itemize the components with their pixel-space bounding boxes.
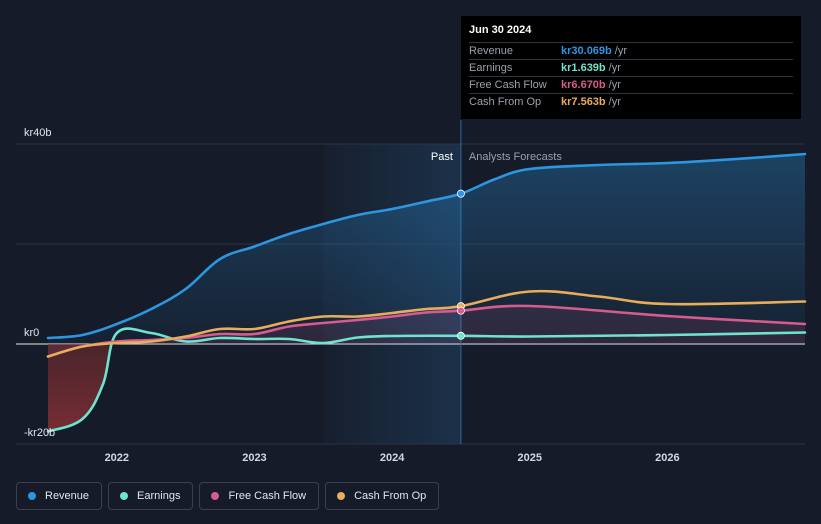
tooltip-value: kr30.069b xyxy=(561,45,612,57)
legend-item-earnings[interactable]: Earnings xyxy=(108,482,194,510)
tooltip-row-revenue: Revenue kr30.069b /yr xyxy=(469,42,793,59)
legend-item-free-cash-flow[interactable]: Free Cash Flow xyxy=(199,482,320,510)
tooltip-unit: /yr xyxy=(614,45,627,57)
tooltip-row-earnings: Earnings kr1.639b /yr xyxy=(469,59,793,76)
revenue-point xyxy=(456,189,465,198)
cash-from-op-line xyxy=(46,289,807,358)
x-axis-tick-label: 2024 xyxy=(380,452,405,464)
tooltip-panel: Jun 30 2024 Revenue kr30.069b /yr Earnin… xyxy=(461,16,801,119)
legend-dot-icon xyxy=(120,492,129,500)
forecast-label: Analysts Forecasts xyxy=(469,151,562,163)
tooltip-unit: /yr xyxy=(608,79,621,91)
past-label: Past xyxy=(431,151,453,163)
legend-item-revenue[interactable]: Revenue xyxy=(16,482,103,510)
legend-label: Revenue xyxy=(45,490,90,502)
revenue-area xyxy=(48,154,805,344)
earnings-point xyxy=(456,331,465,340)
legend-label: Earnings xyxy=(137,490,181,502)
legend: Revenue Earnings Free Cash Flow Cash Fro… xyxy=(16,482,440,510)
tooltip-value: kr1.639b xyxy=(561,62,606,74)
tooltip-name: Free Cash Flow xyxy=(469,79,547,91)
tooltip-row-cash-from-op: Cash From Op kr7.563b /yr xyxy=(469,93,793,110)
tooltip-date: Jun 30 2024 xyxy=(469,24,532,36)
free-cash-flow-line xyxy=(46,304,807,358)
tooltip-name: Cash From Op xyxy=(469,96,542,108)
legend-label: Cash From Op xyxy=(354,490,427,502)
free-cash-flow-area xyxy=(48,305,805,357)
tooltip-name: Revenue xyxy=(469,45,514,57)
x-axis-tick-label: 2026 xyxy=(655,452,679,464)
tooltip-row-free-cash-flow: Free Cash Flow kr6.670b /yr xyxy=(469,76,793,93)
free-cash-flow-point xyxy=(456,306,465,315)
tooltip-value: kr7.563b xyxy=(561,96,606,108)
y-axis-label: -kr20b xyxy=(24,427,55,439)
tooltip-unit: /yr xyxy=(608,62,621,74)
tooltip-name: Earnings xyxy=(469,62,513,74)
legend-dot-icon xyxy=(337,492,346,500)
legend-item-cash-from-op[interactable]: Cash From Op xyxy=(325,482,440,510)
x-axis-tick-label: 2022 xyxy=(105,452,129,464)
x-axis-tick-label: 2025 xyxy=(517,452,541,464)
y-axis-label: kr0 xyxy=(24,327,39,339)
y-axis-label: kr40b xyxy=(24,127,52,139)
earnings-line xyxy=(46,327,807,433)
legend-label: Free Cash Flow xyxy=(228,490,307,502)
revenue-line xyxy=(46,152,807,340)
x-axis-tick-label: 2023 xyxy=(242,452,266,464)
tooltip-unit: /yr xyxy=(608,96,621,108)
legend-dot-icon xyxy=(28,492,36,500)
legend-dot-icon xyxy=(211,492,220,500)
tooltip-value: kr6.670b xyxy=(561,79,606,91)
